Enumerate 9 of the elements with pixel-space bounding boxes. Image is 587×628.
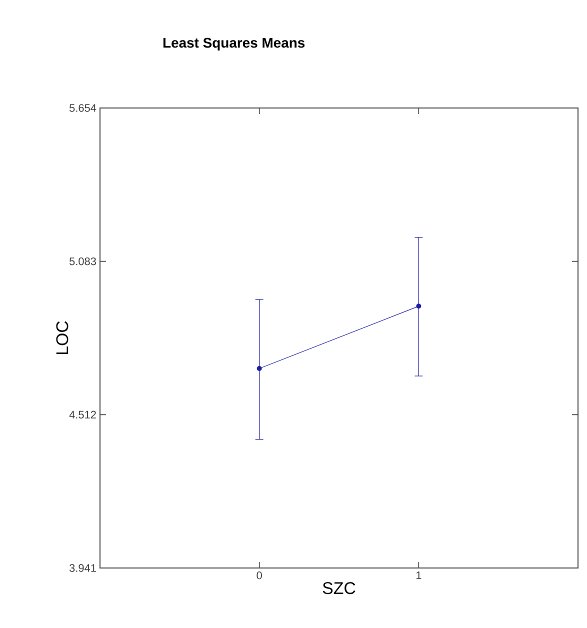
x-axis-title: SZC: [322, 582, 356, 594]
y-tick-label: 5.654: [69, 104, 96, 112]
y-tick-label: 4.512: [69, 410, 96, 419]
chart-title: Least Squares Means: [163, 38, 305, 50]
y-axis-title: LOC: [56, 321, 68, 354]
x-tick-label: 0: [256, 572, 262, 580]
y-tick-label: 5.083: [69, 257, 96, 266]
y-tick-label: 3.941: [69, 564, 96, 572]
x-tick-label: 1: [416, 572, 422, 580]
